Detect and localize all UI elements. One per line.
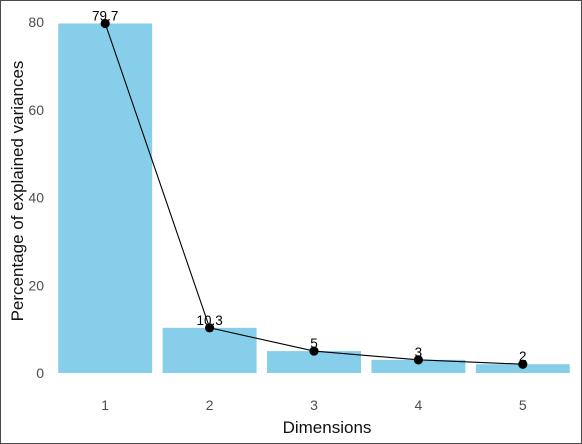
point-5 xyxy=(518,359,528,369)
bar-3 xyxy=(267,351,361,373)
data-label-1: 79.7 xyxy=(92,8,118,23)
bar-1 xyxy=(58,23,153,373)
x-tick-label: 5 xyxy=(519,397,527,413)
bars-layer xyxy=(58,23,570,373)
line-layer xyxy=(104,23,523,365)
bar-4 xyxy=(371,359,466,373)
y-tick-label: 80 xyxy=(28,14,44,30)
x-axis-ticks: 1 2 3 4 5 xyxy=(101,397,527,413)
point-3 xyxy=(309,346,319,356)
x-tick-label: 2 xyxy=(206,397,214,413)
x-tick-label: 3 xyxy=(310,397,318,413)
x-axis-title: Dimensions xyxy=(283,418,372,437)
x-tick-label: 1 xyxy=(101,397,109,413)
y-axis-title: Percentage of explained variances xyxy=(8,61,27,322)
point-1 xyxy=(100,18,110,29)
y-axis-ticks: 0 20 40 60 80 xyxy=(28,14,44,381)
data-label-4: 3 xyxy=(415,345,423,360)
x-tick-label: 4 xyxy=(415,397,423,413)
y-tick-label: 40 xyxy=(28,190,44,206)
points-layer xyxy=(100,18,528,369)
y-tick-label: 20 xyxy=(28,277,44,293)
point-2 xyxy=(205,323,215,333)
y-tick-label: 60 xyxy=(28,102,44,118)
data-label-2: 10.3 xyxy=(196,313,222,328)
y-tick-label: 0 xyxy=(36,365,44,381)
trend-line xyxy=(104,23,523,365)
data-labels-layer: 79.7 10.3 5 3 2 xyxy=(92,8,526,364)
data-label-5: 2 xyxy=(519,349,527,364)
point-4 xyxy=(413,355,423,365)
data-label-3: 5 xyxy=(310,336,318,351)
